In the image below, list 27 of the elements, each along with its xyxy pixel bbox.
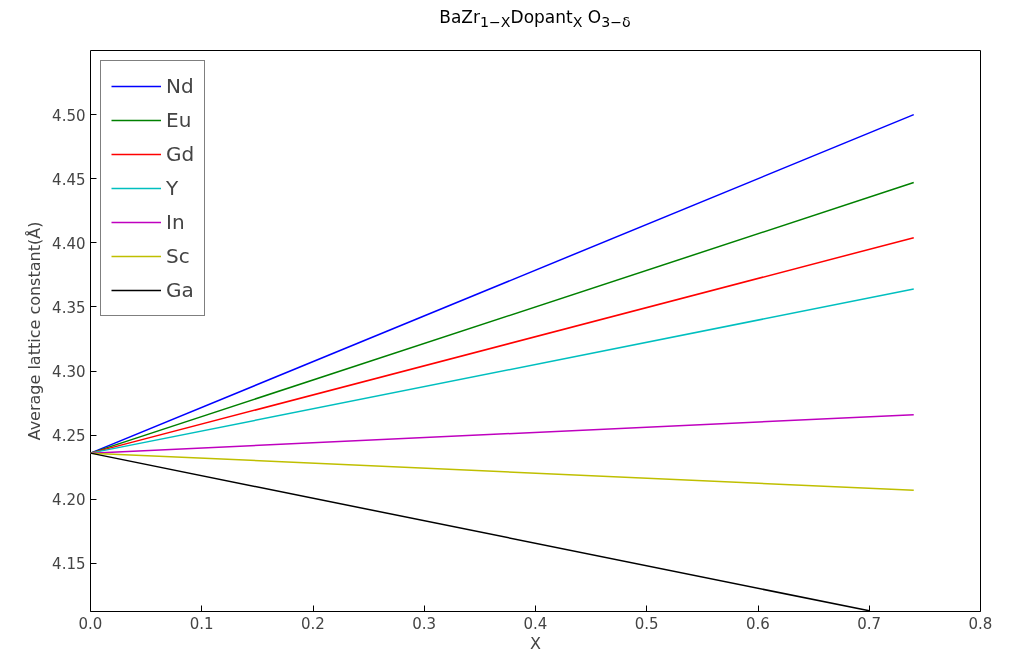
y-tick-label: 4.45 [52, 170, 86, 189]
legend-label: Ga [166, 277, 194, 304]
y-axis-title: Average lattice constant(Å) [25, 221, 45, 441]
legend-label: Y [166, 175, 180, 202]
legend-label: Nd [166, 73, 194, 100]
y-tick-label: 4.30 [52, 363, 86, 382]
y-tick-label: 4.35 [52, 298, 86, 317]
x-tick-label: 0.6 [746, 614, 770, 633]
x-tick-label: 0.3 [412, 614, 437, 633]
x-tick-label: 0.7 [857, 614, 882, 633]
y-tick-label: 4.20 [52, 491, 86, 510]
legend-label: Sc [166, 243, 190, 270]
x-tick-label: 0.2 [301, 614, 325, 633]
y-tick-label: 4.25 [52, 427, 86, 446]
x-tick-label: 0.8 [968, 614, 993, 633]
y-tick-label: 4.40 [52, 234, 86, 253]
legend-label: Eu [166, 107, 192, 134]
y-tick-label: 4.15 [52, 555, 86, 574]
x-tick-label: 0.0 [78, 614, 103, 633]
x-tick-label: 0.5 [634, 614, 659, 633]
x-tick-label: 0.4 [523, 614, 548, 633]
legend-label: In [166, 209, 186, 236]
y-tick-label: 4.50 [52, 106, 86, 125]
x-axis-title: X [530, 633, 542, 653]
x-tick-label: 0.1 [189, 614, 214, 633]
chart-title: BaZr$_{1−X}$Dopant$_{X}$ O$_{3−δ}$ [438, 6, 632, 33]
legend-label: Gd [166, 141, 195, 168]
